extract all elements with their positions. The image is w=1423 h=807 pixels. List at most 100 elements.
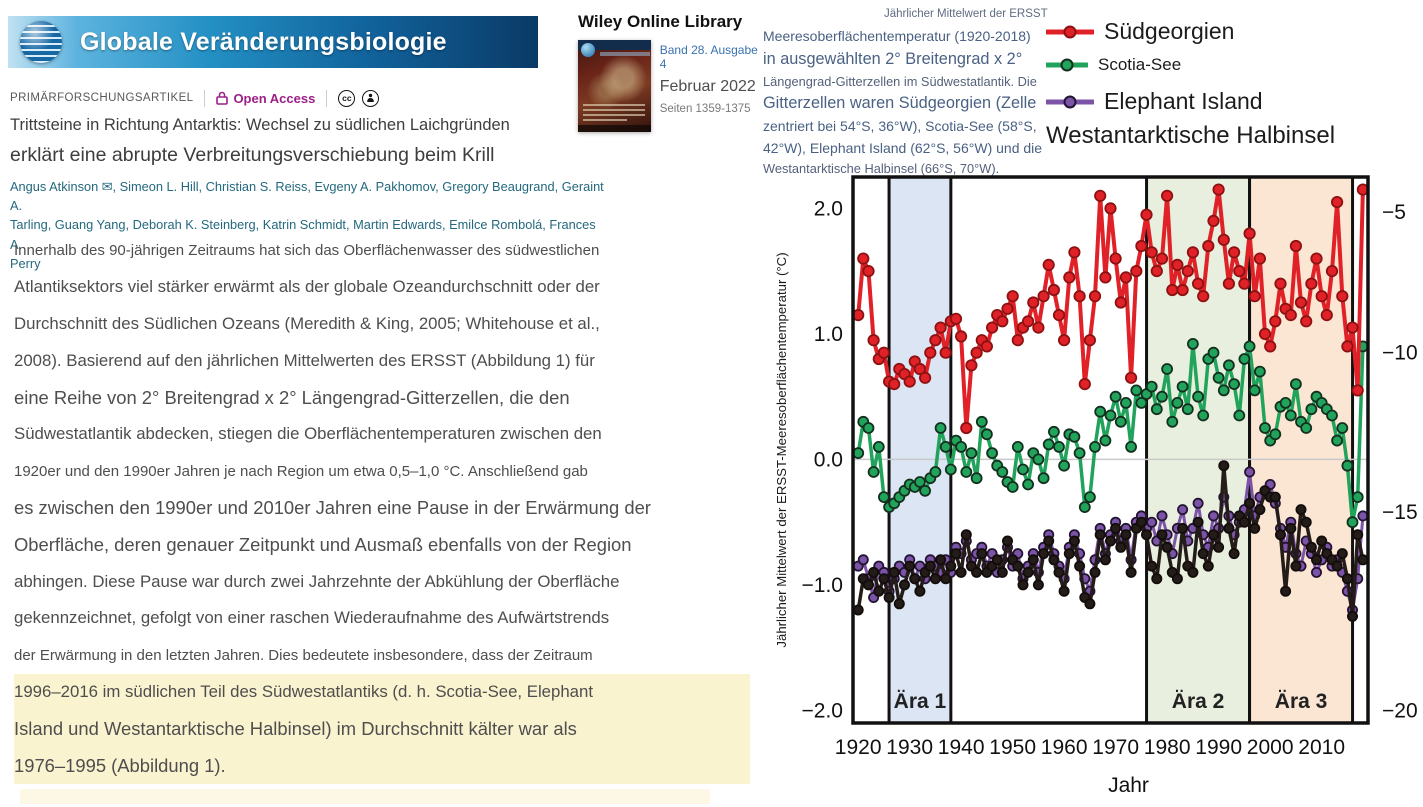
cover-globe-icon	[581, 43, 595, 57]
axis-label: Jahr	[1108, 774, 1149, 797]
divider	[326, 89, 328, 107]
axis-label: 2000	[1247, 736, 1294, 759]
journal-banner[interactable]: Globale Veränderungsbiologie	[8, 16, 538, 68]
legend-label: Scotia-See	[1098, 55, 1182, 74]
axis-label: −5	[1382, 201, 1406, 224]
cover-title-bar	[600, 52, 650, 56]
open-access-label: Open Access	[233, 90, 316, 106]
body-line: 1976–1995 (Abbildung 1).	[14, 747, 750, 784]
article-type-label: PRIMÄRFORSCHUNGSARTIKEL	[10, 92, 194, 104]
axis-label: 1.0	[814, 323, 843, 346]
cover-bottom-bar	[578, 125, 651, 132]
body-line: eine Reihe von 2° Breitengrad x 2° Länge…	[14, 386, 570, 408]
article-title-line2: erklärt eine abrupte Verbreitungsverschi…	[10, 144, 495, 166]
axis-label: −2.0	[802, 699, 843, 722]
axis-label: −1.0	[802, 574, 843, 597]
axis-label: Ära 2	[1172, 690, 1225, 713]
caption-line: Gitterzellen waren Südgeorgien (Zelle	[763, 93, 1037, 112]
series-1	[852, 337, 1369, 529]
figure-caption: Meeresoberflächentemperatur (1920-2018) i…	[763, 28, 1051, 181]
legend-label: Südgeorgien	[1104, 18, 1235, 44]
legend-item: Scotia-See	[1046, 55, 1335, 75]
article-title: Trittsteine in Richtung Antarktis: Wechs…	[10, 116, 510, 167]
body-line: Atlantiksektors viel stärker erwärmt als…	[14, 277, 600, 297]
figure-note: Jährlicher Mittelwert der ERSST	[884, 8, 1048, 20]
axis-label: 1980	[1144, 736, 1191, 759]
open-access-badge[interactable]: Open Access	[216, 91, 315, 106]
axis-label: Ära 3	[1275, 690, 1328, 713]
license-icons: cc	[338, 89, 380, 107]
body-line: Innerhalb des 90-jährigen Zeitraums hat …	[14, 241, 600, 259]
body-line: es zwischen den 1990er und 2010er Jahren…	[14, 496, 651, 518]
body-line: 2008). Basierend auf den jährlichen Mitt…	[14, 350, 595, 370]
issue-info: Band 28. Ausgabe 4 Februar 2022 Seiten 1…	[660, 40, 758, 132]
legend-swatch-icon	[1046, 25, 1094, 38]
divider	[204, 89, 206, 107]
attribution-icon[interactable]	[362, 89, 380, 107]
author-line[interactable]: Tarling, Guang Yang, Deborah K. Steinber…	[10, 217, 596, 252]
axis-label: 1930	[886, 736, 933, 759]
body-line: Island und Westantarktische Halbinsel) i…	[14, 710, 750, 748]
author-line[interactable]: Angus Atkinson ✉, Simeon L. Hill, Christ…	[10, 179, 604, 214]
body-line: Südwestatlantik abdecken, stiegen die Ob…	[14, 424, 602, 444]
axis-label: 2010	[1298, 736, 1345, 759]
axis-label: 1990	[1195, 736, 1242, 759]
author-line[interactable]: Perry	[10, 255, 41, 271]
issue-date: Februar 2022	[659, 78, 756, 95]
caption-line: Längengrad-Gitterzellen im Südwestatlant…	[763, 73, 1037, 89]
legend-swatch-icon	[1046, 95, 1094, 108]
article-title-line1: Trittsteine in Richtung Antarktis: Wechs…	[10, 116, 510, 134]
axis-label: −15	[1382, 501, 1418, 524]
caption-line: Meeresoberflächentemperatur (1920-2018)	[763, 28, 1031, 44]
cover-text-line	[583, 119, 627, 121]
caption-line: in ausgewählten 2° Breitengrad x 2°	[763, 49, 1023, 68]
axis-label: 0.0	[814, 448, 843, 471]
series-3	[852, 460, 1369, 622]
body-line: gekennzeichnet, gefolgt von einer rasche…	[14, 608, 610, 628]
caption-line: Westantarktische Halbinsel (66°S, 70°W).	[763, 161, 1000, 177]
axis-label: 1970	[1092, 736, 1139, 759]
body-line: Durchschnitt des Südlichen Ozeans (Mered…	[14, 313, 600, 333]
journal-globe-logo-icon	[20, 21, 62, 63]
body-line: abhingen. Diese Pause war durch zwei Jah…	[14, 571, 620, 591]
wiley-brand[interactable]: Wiley Online Library	[578, 12, 743, 31]
cover-text-line	[583, 104, 645, 106]
journal-cover-thumbnail[interactable]	[578, 40, 651, 132]
axis-label: Ära 1	[894, 690, 947, 713]
highlight-fragment	[20, 789, 710, 804]
axis-label: 1950	[989, 736, 1036, 759]
body-line: 1996–2016 im südlichen Teil des Südwesta…	[14, 673, 750, 711]
axis-label: Jährlicher Mittelwert der ERSST-Meeresob…	[774, 252, 789, 647]
cc-icon[interactable]: cc	[338, 89, 356, 107]
cover-top-bar	[578, 40, 651, 50]
body-text: Innerhalb des 90-jährigen Zeitraums hat …	[14, 232, 750, 784]
axis-label: 1920	[835, 736, 882, 759]
author-list[interactable]: Angus Atkinson ✉, Simeon L. Hill, Christ…	[10, 177, 610, 273]
issue-number[interactable]: Band 28. Ausgabe 4	[659, 43, 758, 71]
body-line: der Erwärmung in den letzten Jahren. Die…	[14, 646, 593, 664]
body-line: 1920er und den 1990er Jahren je nach Reg…	[14, 462, 588, 480]
caption-line: 42°W), Elephant Island (62°S, 56°W) und …	[763, 139, 1043, 156]
legend-label: Elephant Island	[1104, 88, 1263, 114]
legend-label-wap: Westantarktische Halbinsel	[1046, 122, 1336, 149]
cover-text-line	[583, 114, 645, 116]
legend-swatch-icon	[1046, 58, 1088, 72]
axis-label: −10	[1382, 342, 1418, 365]
body-line: Oberfläche, deren genauer Zeitpunkt und …	[14, 533, 632, 555]
plot-frame	[851, 175, 1370, 725]
axis-label: 1940	[938, 736, 985, 759]
legend-item: Südgeorgien	[1046, 18, 1335, 45]
axis-label: −20	[1382, 699, 1418, 722]
issue-pages: Seiten 1359-1375	[659, 103, 751, 115]
article-meta-row: PRIMÄRFORSCHUNGSARTIKEL Open Access cc	[10, 88, 380, 108]
journal-title: Globale Veränderungsbiologie	[80, 27, 447, 56]
lock-icon	[216, 91, 229, 105]
chart-legend: Südgeorgien Scotia-See Elephant Island West…	[1046, 18, 1335, 150]
axis-label: 1960	[1041, 736, 1088, 759]
wiley-block: Wiley Online Library Band 28. Ausgabe 4 …	[578, 12, 758, 132]
caption-line: zentriert bei 54°S, 36°W), Scotia-See (5…	[763, 118, 1037, 135]
sst-chart: 1920 1930 1940 1950 1960 1970 1980 1990 2000 2010…	[774, 175, 1418, 797]
cover-text-line	[583, 109, 645, 111]
legend-item: Elephant Island	[1046, 88, 1335, 115]
